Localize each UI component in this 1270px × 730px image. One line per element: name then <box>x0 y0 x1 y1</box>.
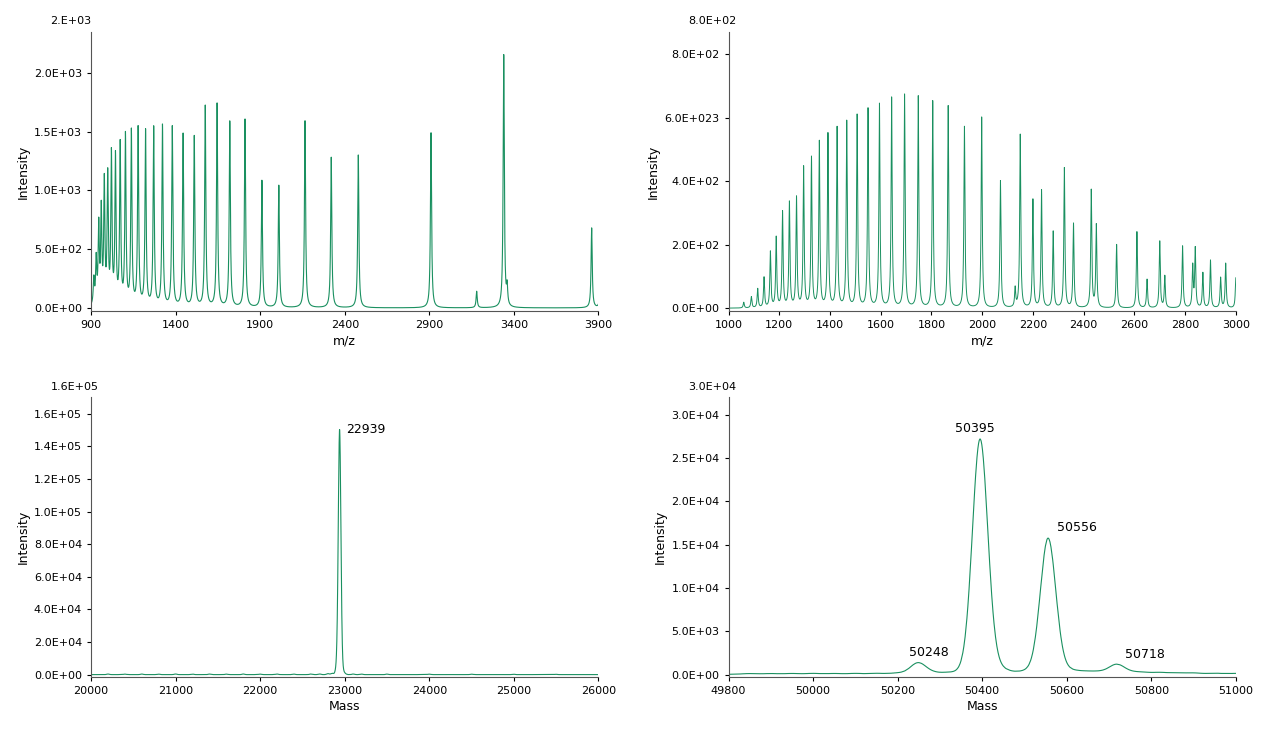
Y-axis label: Intensity: Intensity <box>654 510 667 564</box>
Y-axis label: Intensity: Intensity <box>648 145 660 199</box>
X-axis label: Mass: Mass <box>966 700 998 713</box>
Text: 3.0E+04: 3.0E+04 <box>688 382 737 392</box>
Text: 1.6E+05: 1.6E+05 <box>51 382 99 392</box>
Text: 22939: 22939 <box>347 423 386 436</box>
Text: 8.0E+02: 8.0E+02 <box>688 16 737 26</box>
Text: 50556: 50556 <box>1057 521 1096 534</box>
Text: 50718: 50718 <box>1125 648 1165 661</box>
X-axis label: m/z: m/z <box>333 334 356 347</box>
X-axis label: Mass: Mass <box>329 700 361 713</box>
Text: 50395: 50395 <box>955 422 994 434</box>
X-axis label: m/z: m/z <box>970 334 993 347</box>
Y-axis label: Intensity: Intensity <box>17 145 29 199</box>
Y-axis label: Intensity: Intensity <box>17 510 29 564</box>
Text: 50248: 50248 <box>909 646 949 659</box>
Text: 2.E+03: 2.E+03 <box>51 16 91 26</box>
